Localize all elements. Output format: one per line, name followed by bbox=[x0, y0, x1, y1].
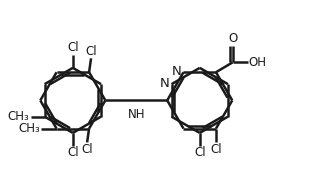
Text: Cl: Cl bbox=[81, 143, 93, 156]
Text: NH: NH bbox=[127, 108, 145, 121]
Text: CH₃: CH₃ bbox=[7, 110, 29, 123]
Text: OH: OH bbox=[249, 56, 267, 69]
Text: Cl: Cl bbox=[194, 146, 206, 159]
Text: O: O bbox=[228, 32, 237, 45]
Text: Cl: Cl bbox=[67, 41, 79, 54]
Text: Cl: Cl bbox=[67, 146, 79, 159]
Text: Cl: Cl bbox=[210, 143, 222, 156]
Text: CH₃: CH₃ bbox=[19, 122, 40, 135]
Text: N: N bbox=[171, 65, 181, 78]
Text: N: N bbox=[160, 77, 170, 90]
Text: Cl: Cl bbox=[85, 45, 97, 58]
